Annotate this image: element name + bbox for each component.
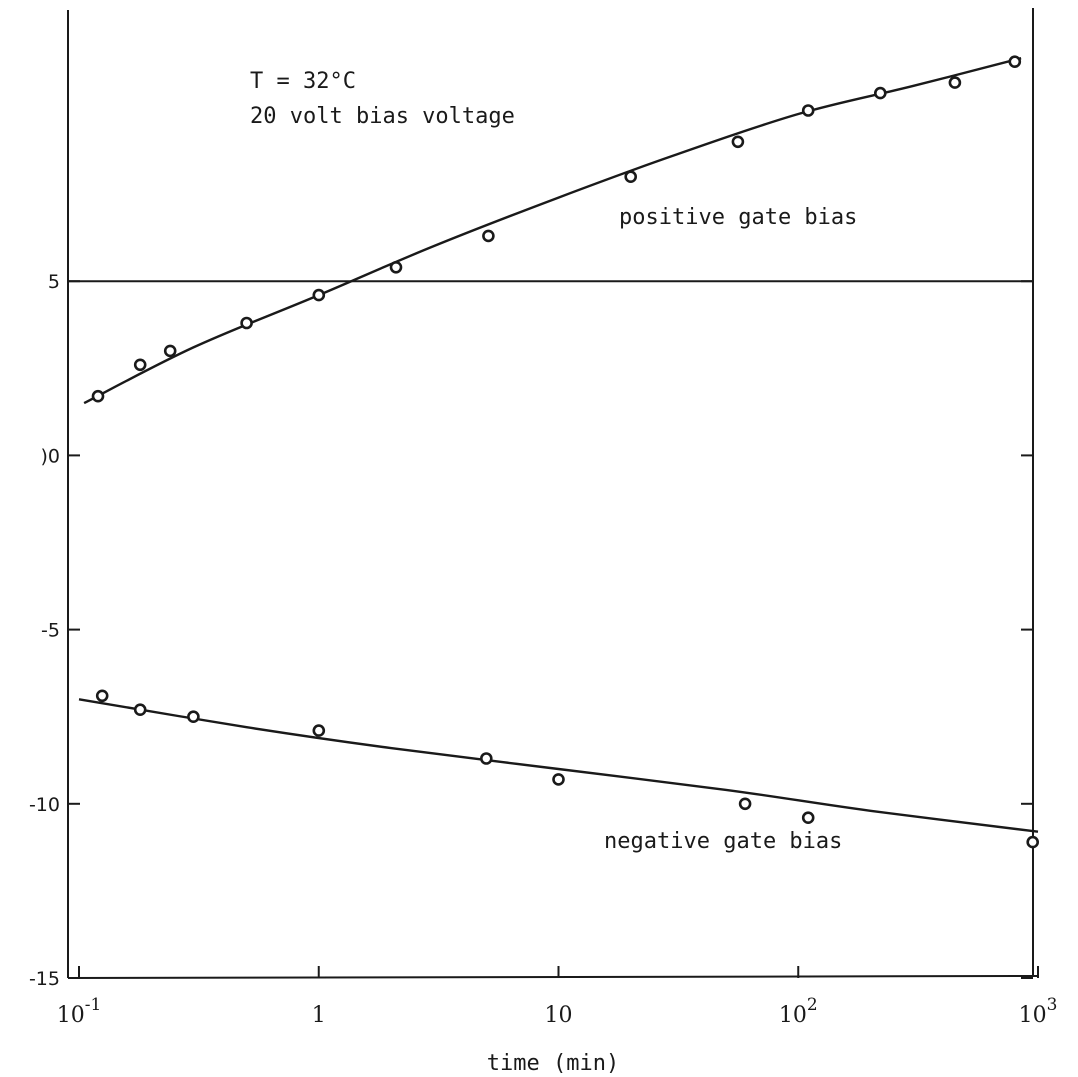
data-point-positive <box>873 86 887 100</box>
fit-curve-negative <box>78 698 1039 833</box>
data-point-positive <box>133 358 147 372</box>
series-layer <box>78 55 1039 849</box>
series-label-positive: positive gate bias <box>619 205 857 230</box>
y-tick-label: -5 <box>41 620 60 642</box>
x-tick-label: 103 <box>1019 995 1058 1028</box>
x-tick-label: 10-1 <box>57 995 102 1028</box>
data-point-positive <box>312 288 326 302</box>
y-axis-ticks: 5 )0 -5 -10 -15 <box>29 271 1033 990</box>
y-tick-label: )0 <box>40 445 60 467</box>
x-tick-label: 10 <box>545 1003 573 1028</box>
bottom-axis-line <box>67 975 1038 979</box>
data-point-negative <box>801 811 815 825</box>
series-label-negative: negative gate bias <box>604 829 842 854</box>
data-point-positive <box>624 170 638 183</box>
data-point-positive <box>731 135 745 149</box>
x-axis-label: time (min) <box>487 1051 619 1076</box>
data-point-positive <box>240 316 253 330</box>
y-tick-label: -10 <box>29 794 60 816</box>
data-point-positive <box>801 104 815 117</box>
x-tick-label: 102 <box>779 995 818 1028</box>
data-point-negative <box>1026 835 1039 849</box>
temperature-annotation: T = 32°C <box>250 69 356 94</box>
x-axis-ticks: 10-1 1 10 102 103 <box>57 966 1058 1028</box>
data-point-positive <box>163 344 177 358</box>
data-point-negative <box>187 710 200 724</box>
data-point-positive <box>948 76 962 89</box>
data-point-negative <box>133 703 147 717</box>
fit-curve-positive <box>83 57 1022 405</box>
data-point-positive <box>1008 55 1022 69</box>
bias-voltage-annotation: 20 volt bias voltage <box>250 104 515 129</box>
data-point-positive <box>91 389 105 403</box>
data-point-negative <box>95 689 109 703</box>
data-point-negative <box>552 773 565 786</box>
data-point-negative <box>312 724 326 737</box>
y-tick-label: 5 <box>48 271 60 293</box>
data-point-negative <box>738 797 752 811</box>
plot-frame <box>67 8 1038 979</box>
x-tick-label: 1 <box>312 1003 326 1028</box>
y-tick-label: -15 <box>29 968 60 990</box>
data-point-positive <box>482 229 495 243</box>
data-point-negative <box>479 752 493 765</box>
data-point-positive <box>389 260 403 274</box>
